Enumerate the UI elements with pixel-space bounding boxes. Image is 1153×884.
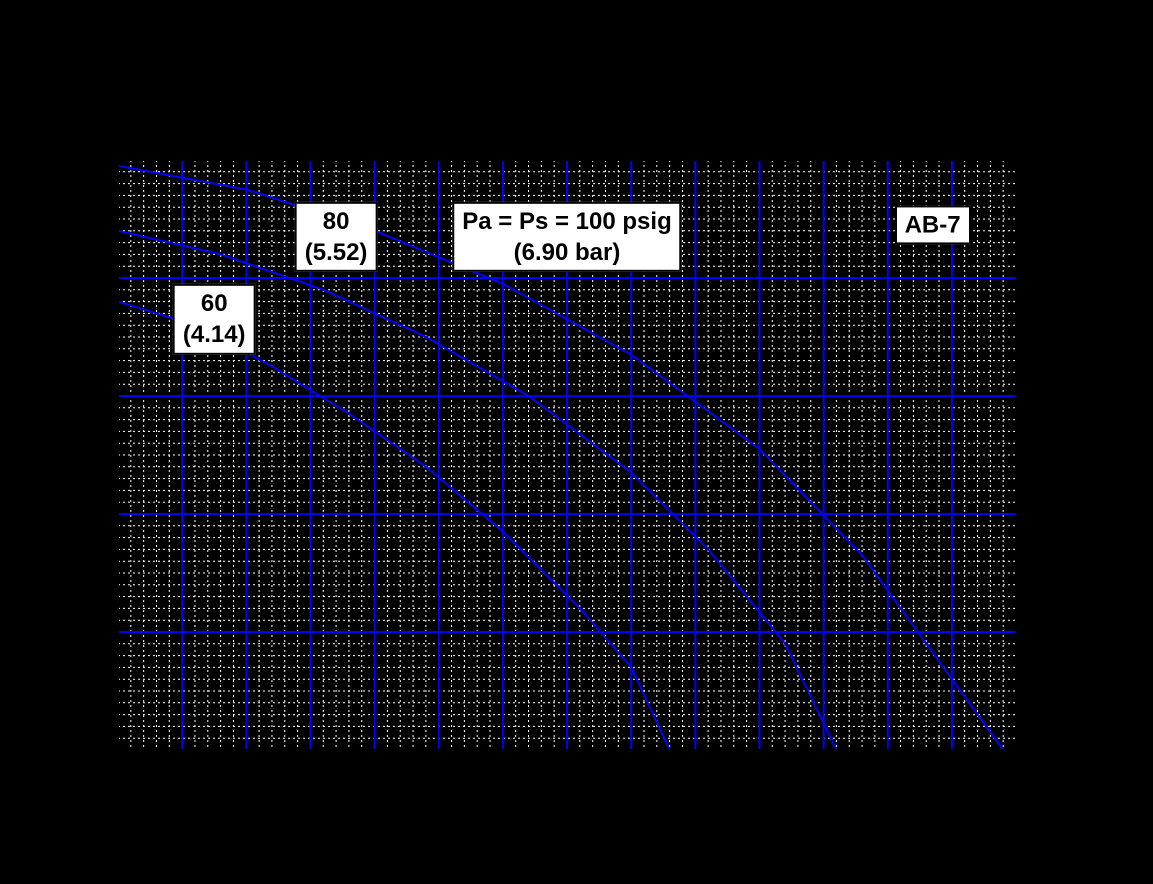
xt-tick: 25 — [605, 122, 629, 148]
yr-tick: 120 — [1030, 231, 1067, 257]
xb-tick: 150 — [292, 762, 329, 788]
xb-tick: 550 — [805, 762, 842, 788]
yr-tick: 100 — [1030, 316, 1067, 342]
yr-tick: 60 — [1030, 484, 1054, 510]
anno-80-l2: (5.52) — [305, 237, 368, 268]
anno-100-l1: Pa = Ps = 100 psig — [462, 206, 671, 237]
xb-tick: 0 — [112, 762, 124, 788]
xt-tick: 30 — [704, 122, 728, 148]
anno-80-l1: 80 — [305, 206, 368, 237]
anno-100: Pa = Ps = 100 psig(6.90 bar) — [452, 202, 681, 272]
yl-tick: 3 — [92, 383, 104, 409]
xb-tick: 650 — [933, 762, 970, 788]
yr-tick: 140 — [1030, 147, 1067, 173]
anno-60-l1: 60 — [183, 288, 246, 319]
x-bottom-title: Outlet Pressure (P₂) - PSIG — [118, 794, 1016, 828]
chart-svg — [0, 0, 1153, 884]
xb-tick: 300 — [484, 762, 521, 788]
yr-tick: 20 — [1030, 653, 1054, 679]
y-right-title: Air Consumption - liters/sec — [1088, 160, 1119, 750]
xb-tick: 250 — [420, 762, 457, 788]
anno-100-l2: (6.90 bar) — [462, 237, 671, 268]
yl-tick: 2 — [92, 501, 104, 527]
xt-tick: 45 — [1004, 122, 1028, 148]
yr-tick: 80 — [1030, 400, 1054, 426]
xb-tick: 350 — [549, 762, 586, 788]
yr-tick: 30 — [1030, 611, 1054, 637]
xt-tick: 15 — [405, 122, 429, 148]
x-top-title: Outlet Pressure (P₂) - Bar — [118, 76, 1016, 107]
xt-tick: 10 — [305, 122, 329, 148]
anno-model-l1: AB-7 — [905, 209, 961, 240]
xt-tick: 40 — [904, 122, 928, 148]
xb-tick: 200 — [356, 762, 393, 788]
yr-tick: 110 — [1030, 273, 1066, 299]
yr-tick: 0 — [1030, 737, 1042, 763]
anno-model: AB-7 — [895, 205, 971, 244]
yl-tick: 5 — [92, 147, 104, 173]
yl-tick: 4 — [92, 265, 104, 291]
anno-60: 60(4.14) — [173, 284, 256, 354]
xt-tick: 20 — [505, 122, 529, 148]
yr-tick: 10 — [1030, 695, 1054, 721]
xb-tick: 50 — [170, 762, 194, 788]
yr-tick: 70 — [1030, 442, 1054, 468]
anno-60-l2: (4.14) — [183, 319, 246, 350]
yr-tick: 40 — [1030, 568, 1054, 594]
yr-tick: 130 — [1030, 189, 1067, 215]
xb-tick: 450 — [677, 762, 714, 788]
chart: 0501001502002503003504004505005506006507… — [0, 0, 1153, 884]
xb-tick: 400 — [613, 762, 650, 788]
yl-tick: 0 — [92, 737, 104, 763]
xb-tick: 600 — [869, 762, 906, 788]
yr-tick: 50 — [1030, 526, 1054, 552]
xb-tick: 700 — [998, 762, 1035, 788]
yl-tick: 1 — [92, 619, 104, 645]
y-left-title: Air Consumption - SCFM — [18, 160, 49, 750]
yr-tick: 90 — [1030, 358, 1054, 384]
xt-tick: 0 — [112, 122, 124, 148]
anno-80: 80(5.52) — [295, 202, 378, 272]
xb-tick: 100 — [228, 762, 265, 788]
xt-tick: 5 — [212, 122, 224, 148]
xb-tick: 500 — [741, 762, 778, 788]
xt-tick: 35 — [804, 122, 828, 148]
